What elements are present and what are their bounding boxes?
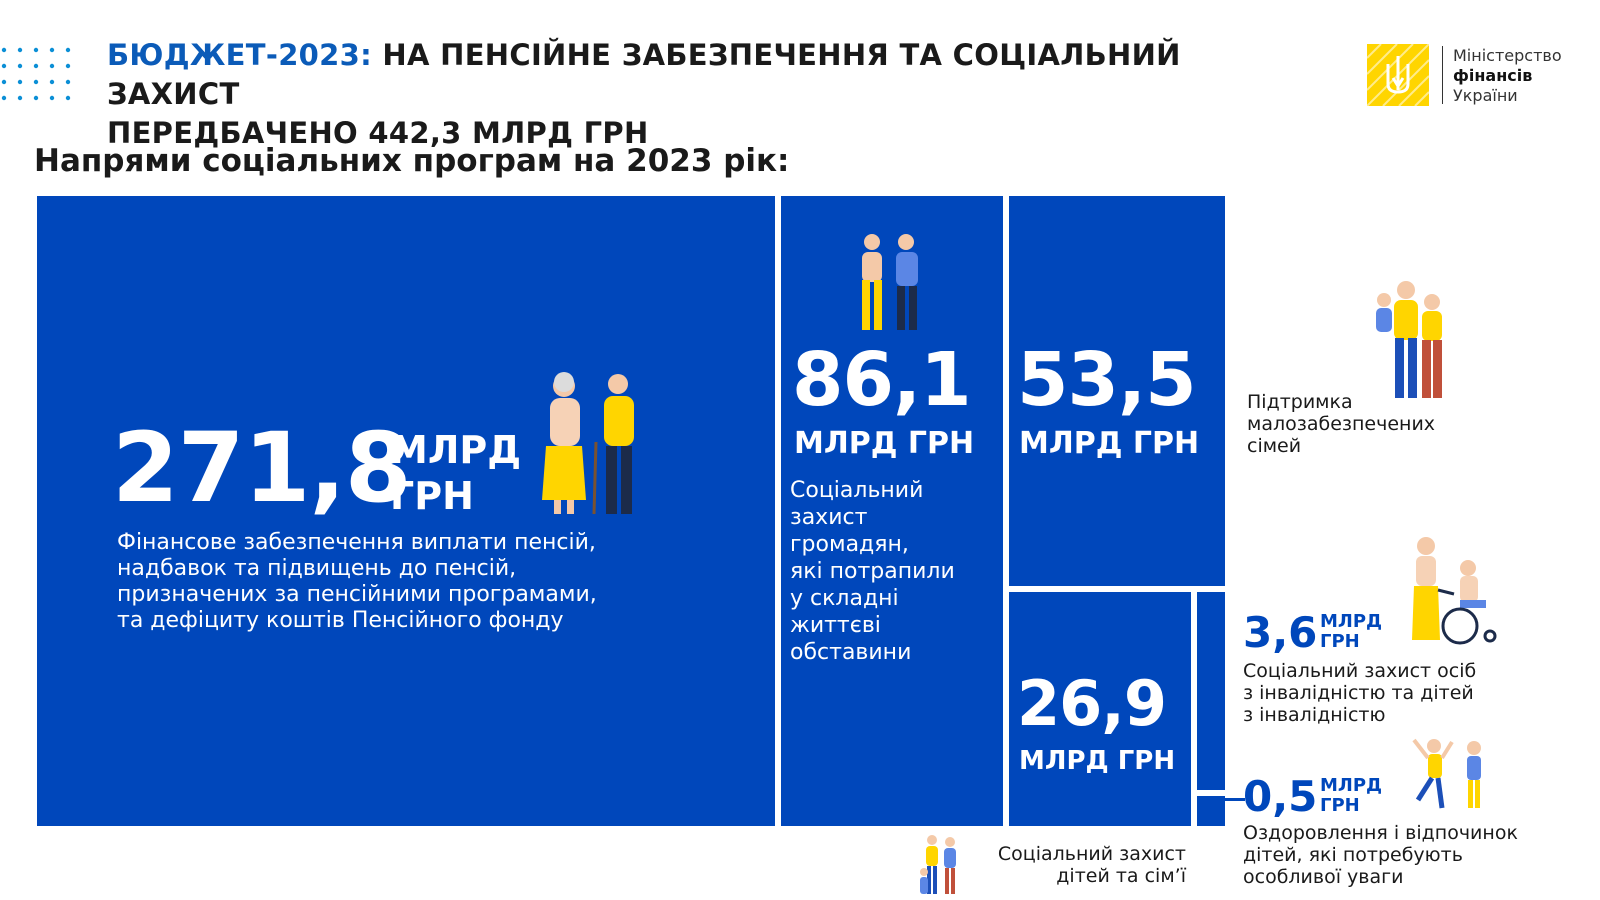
label-difficult-circumstances: Соціальний захист громадян, які потрапил…	[790, 478, 955, 665]
value-children-recreation: 0,5	[1243, 772, 1318, 821]
leader-line	[1225, 798, 1245, 801]
block-disability	[1197, 592, 1225, 790]
logo-text: Міністерство фінансів України	[1453, 46, 1562, 106]
unit-children-recreation-2: ГРН	[1320, 795, 1360, 816]
logo-line1: Міністерство	[1453, 46, 1562, 65]
title-accent: БЮДЖЕТ-2023:	[107, 38, 373, 72]
unit-children-family: МЛРД ГРН	[1019, 746, 1176, 776]
block-low-income-families	[1009, 196, 1225, 586]
logo-line3: України	[1453, 86, 1518, 105]
value-disability: 3,6	[1243, 608, 1318, 657]
label-disability: Соціальний захист осіб з інвалідністю та…	[1243, 660, 1477, 726]
block-children-family	[1009, 592, 1191, 826]
block-children-recreation	[1197, 796, 1225, 826]
happy-children-icon	[1412, 738, 1481, 809]
family-icon	[1376, 281, 1442, 398]
distressed-couple-icon	[862, 234, 918, 330]
value-pensions: 271,8	[112, 412, 412, 524]
unit-pensions-1: МЛРД	[390, 428, 522, 472]
logo-line2: фінансів	[1453, 66, 1533, 85]
parents-with-children-icon	[920, 835, 956, 894]
elderly-couple-icon	[542, 372, 634, 515]
title-rest: НА ПЕНСІЙНЕ ЗАБЕЗПЕЧЕННЯ ТА СОЦІАЛЬНИЙ З…	[107, 38, 1181, 111]
ministry-logo: Міністерство фінансів України	[1366, 43, 1592, 108]
unit-difficult-circumstances: МЛРД ГРН	[794, 426, 975, 461]
label-pensions: Фінансове забезпечення виплати пенсій, н…	[117, 530, 597, 633]
trident-emblem-icon	[1366, 43, 1430, 107]
value-low-income-families: 53,5	[1017, 337, 1197, 423]
unit-disability-2: ГРН	[1320, 631, 1360, 652]
chart-subtitle: Напрями соціальних програм на 2023 рік:	[34, 143, 790, 179]
label-children-recreation: Оздоровлення і відпочинок дітей, які пот…	[1243, 822, 1518, 888]
title-line2: ПЕРЕДБАЧЕНО 442,3 МЛРД ГРН	[107, 116, 649, 150]
block-difficult-circumstances	[781, 196, 1003, 826]
unit-low-income-families: МЛРД ГРН	[1019, 426, 1200, 461]
value-children-family: 26,9	[1017, 667, 1167, 740]
block-pensions	[37, 196, 775, 826]
value-difficult-circumstances: 86,1	[792, 337, 972, 423]
unit-disability-1: МЛРД	[1320, 611, 1383, 632]
unit-pensions-2: ГРН	[390, 474, 474, 518]
unit-children-recreation-1: МЛРД	[1320, 775, 1383, 796]
page-title: БЮДЖЕТ-2023: НА ПЕНСІЙНЕ ЗАБЕЗПЕЧЕННЯ ТА…	[107, 36, 1307, 153]
wheelchair-icon	[1412, 537, 1497, 645]
label-children-family: Соціальний захист дітей та сім’ї	[997, 843, 1186, 887]
logo-separator	[1442, 46, 1443, 104]
label-low-income-families: Підтримка малозабезпечених сімей	[1247, 391, 1436, 457]
decorative-dots	[1, 47, 71, 101]
